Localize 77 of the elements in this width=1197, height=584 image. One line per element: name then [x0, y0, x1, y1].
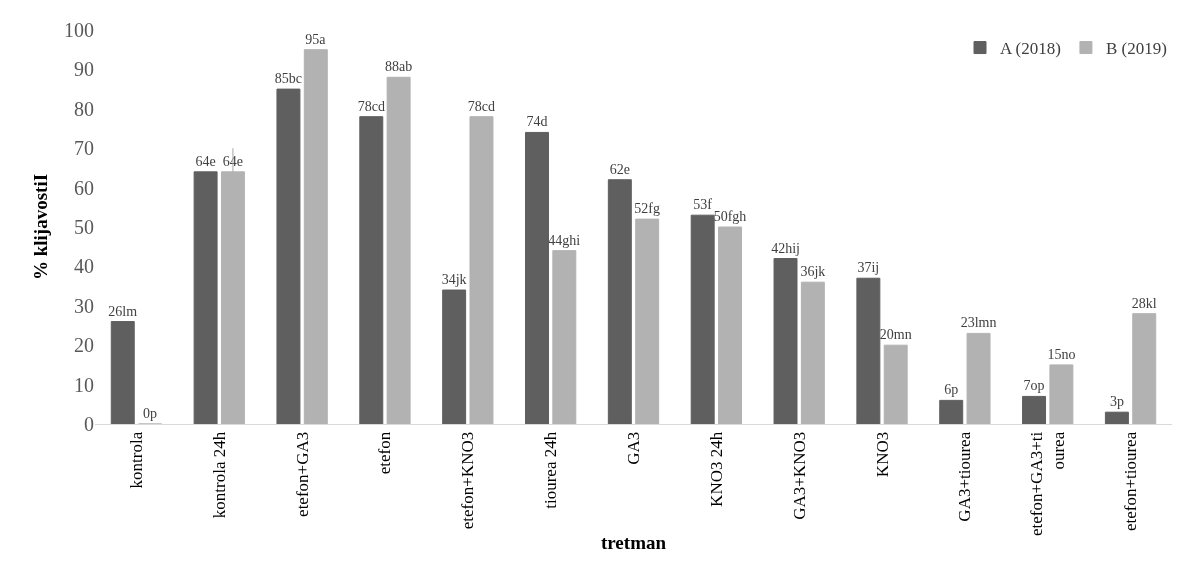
x-tick-label: kontrola 24h — [209, 431, 229, 519]
bar — [525, 131, 549, 424]
data-label: 53f — [693, 197, 713, 213]
bar — [607, 179, 632, 424]
data-label: 34jk — [441, 272, 467, 288]
y-tick-label: 10 — [74, 373, 94, 396]
bar — [1132, 313, 1157, 424]
bar — [276, 88, 301, 424]
y-tick-label: 20 — [74, 334, 94, 357]
x-axis-title: tretman — [600, 531, 667, 553]
bar — [856, 277, 881, 424]
y-tick-label: 50 — [74, 216, 94, 238]
data-label: 88ab — [385, 59, 413, 75]
x-tick-label: GA3 — [624, 431, 644, 465]
x-tick-label: KNO3 — [872, 431, 892, 478]
data-label: 50fgh — [713, 209, 747, 224]
data-label: 37ij — [857, 260, 880, 276]
data-label: 78cd — [357, 98, 385, 114]
bar — [110, 321, 135, 424]
data-label: 78cd — [467, 98, 496, 114]
bar — [359, 116, 384, 424]
bar — [883, 344, 908, 424]
y-axis-title: % klijavostiI — [30, 173, 51, 281]
y-tick-label: 40 — [74, 255, 94, 278]
data-label: 42hij — [771, 240, 800, 256]
bar — [690, 214, 715, 424]
data-label: 7op — [1023, 378, 1045, 394]
bar — [303, 49, 328, 424]
bar — [800, 281, 825, 424]
data-label: 52fg — [634, 201, 661, 217]
x-tick-label: tiourea 24h — [541, 431, 561, 509]
legend-label: B (2019) — [1105, 39, 1167, 59]
bar — [718, 226, 742, 424]
y-tick-label: 100 — [64, 19, 94, 41]
y-tick-label: 30 — [74, 294, 94, 317]
x-tick-label: etefon+tiourea — [1121, 431, 1141, 532]
x-tick-label: etefon+GA3 — [292, 431, 312, 517]
legend-label: A (2018) — [1000, 39, 1061, 59]
data-label: 3p — [1109, 394, 1124, 410]
data-label: 85bc — [274, 71, 303, 87]
bar — [469, 116, 494, 424]
data-label: 36jk — [800, 264, 826, 280]
bar — [386, 76, 411, 424]
bar — [939, 399, 964, 424]
bar — [966, 332, 991, 424]
data-label: 6p — [944, 382, 959, 398]
data-label: 64e — [195, 153, 216, 169]
data-label: 74d — [526, 114, 548, 130]
bar — [1049, 364, 1074, 424]
x-tick-label: GA3+KNO3 — [789, 431, 809, 520]
bar — [1104, 411, 1129, 424]
data-label: 23lmn — [960, 315, 997, 331]
data-label: 15no — [1047, 346, 1076, 362]
data-label: 20mn — [879, 327, 912, 343]
data-label: 62e — [609, 161, 630, 177]
x-tick-label: etefon — [375, 431, 395, 475]
y-tick-label: 80 — [74, 97, 94, 120]
data-label: 0p — [143, 406, 158, 421]
bar — [442, 289, 467, 424]
bar — [193, 171, 218, 424]
x-tick-label: GA3+tiourea — [955, 431, 975, 522]
bar — [552, 250, 577, 424]
x-tick-label: KNO3 24h — [706, 431, 726, 507]
data-label: 64e — [222, 153, 244, 169]
y-tick-label: 0 — [84, 413, 94, 435]
x-tick-label: etefon+KNO3 — [458, 431, 478, 530]
bar — [773, 258, 798, 424]
y-tick-label: 70 — [74, 137, 94, 160]
y-tick-label: 90 — [74, 58, 94, 81]
bar — [635, 218, 660, 424]
x-tick-label: kontrola — [126, 431, 146, 489]
bar — [1022, 395, 1047, 424]
y-tick-label: 60 — [74, 176, 94, 199]
x-tick-label: etefon+GA3+tiourea — [1027, 431, 1069, 536]
data-label: 28kl — [1131, 295, 1157, 311]
data-label: 95a — [305, 31, 327, 47]
data-label: 26lm — [108, 303, 138, 319]
